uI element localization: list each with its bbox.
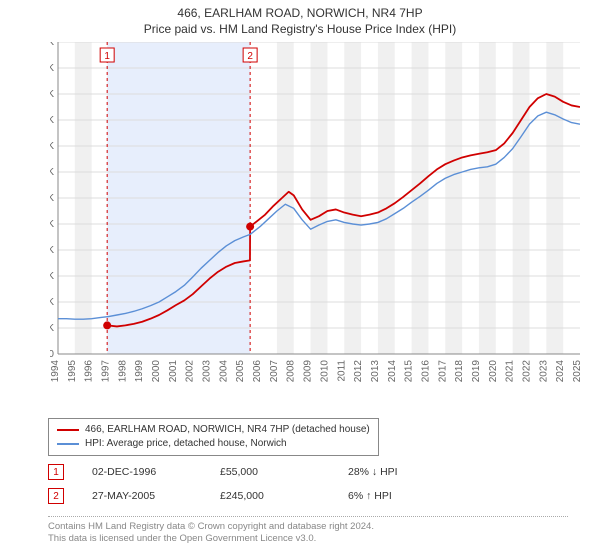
svg-text:£550K: £550K xyxy=(50,63,54,74)
svg-text:2009: 2009 xyxy=(303,360,314,382)
event-badge: 1 xyxy=(48,464,64,480)
svg-text:£250K: £250K xyxy=(50,219,54,230)
svg-text:2023: 2023 xyxy=(538,360,549,382)
svg-text:2003: 2003 xyxy=(202,360,213,382)
svg-text:2012: 2012 xyxy=(353,360,364,382)
svg-text:£400K: £400K xyxy=(50,141,54,152)
legend-row: HPI: Average price, detached house, Norw… xyxy=(57,437,370,451)
event-date: 02-DEC-1996 xyxy=(92,466,192,478)
title-block: 466, EARLHAM ROAD, NORWICH, NR4 7HP Pric… xyxy=(0,0,600,38)
title-address: 466, EARLHAM ROAD, NORWICH, NR4 7HP xyxy=(0,6,600,20)
svg-text:2007: 2007 xyxy=(269,360,280,382)
legend-label: 466, EARLHAM ROAD, NORWICH, NR4 7HP (det… xyxy=(85,423,370,437)
svg-text:2013: 2013 xyxy=(370,360,381,382)
footer-line1: Contains HM Land Registry data © Crown c… xyxy=(48,521,568,533)
events-block: 1 02-DEC-1996 £55,000 28% ↓ HPI 2 27-MAY… xyxy=(48,460,448,508)
svg-text:1998: 1998 xyxy=(117,360,128,382)
svg-text:2021: 2021 xyxy=(505,360,516,382)
svg-text:1: 1 xyxy=(104,51,110,62)
svg-text:2018: 2018 xyxy=(454,360,465,382)
svg-text:2024: 2024 xyxy=(555,360,566,382)
svg-text:1995: 1995 xyxy=(67,360,78,382)
svg-text:2011: 2011 xyxy=(336,360,347,382)
svg-text:£300K: £300K xyxy=(50,193,54,204)
svg-text:2020: 2020 xyxy=(488,360,499,382)
legend-swatch xyxy=(57,443,79,445)
chart-container: 466, EARLHAM ROAD, NORWICH, NR4 7HP Pric… xyxy=(0,0,600,560)
svg-text:£50K: £50K xyxy=(50,323,54,334)
svg-text:1997: 1997 xyxy=(101,360,112,382)
svg-text:£350K: £350K xyxy=(50,167,54,178)
legend-row: 466, EARLHAM ROAD, NORWICH, NR4 7HP (det… xyxy=(57,423,370,437)
svg-text:£500K: £500K xyxy=(50,89,54,100)
legend-label: HPI: Average price, detached house, Norw… xyxy=(85,437,287,451)
svg-text:2019: 2019 xyxy=(471,360,482,382)
event-date: 27-MAY-2005 xyxy=(92,490,192,502)
svg-text:1994: 1994 xyxy=(50,360,61,382)
chart-area: £0 £50K £100K £150K £200K £250K £300K £350K £400… xyxy=(50,42,580,382)
event-delta: 6% ↑ HPI xyxy=(348,490,448,502)
svg-text:2005: 2005 xyxy=(235,360,246,382)
legend-box: 466, EARLHAM ROAD, NORWICH, NR4 7HP (det… xyxy=(48,418,379,456)
footer-line2: This data is licensed under the Open Gov… xyxy=(48,533,568,545)
svg-text:1996: 1996 xyxy=(84,360,95,382)
svg-text:2016: 2016 xyxy=(420,360,431,382)
svg-text:2001: 2001 xyxy=(168,360,179,382)
svg-text:2000: 2000 xyxy=(151,360,162,382)
event-price: £55,000 xyxy=(220,466,320,478)
svg-text:2004: 2004 xyxy=(218,360,229,382)
svg-text:2015: 2015 xyxy=(404,360,415,382)
event-delta: 28% ↓ HPI xyxy=(348,466,448,478)
svg-text:2017: 2017 xyxy=(437,360,448,382)
event-badge-num: 2 xyxy=(53,491,59,502)
svg-text:2002: 2002 xyxy=(185,360,196,382)
event-row: 2 27-MAY-2005 £245,000 6% ↑ HPI xyxy=(48,484,448,508)
svg-text:2022: 2022 xyxy=(521,360,532,382)
svg-text:2010: 2010 xyxy=(319,360,330,382)
svg-text:£200K: £200K xyxy=(50,245,54,256)
svg-text:£600K: £600K xyxy=(50,42,54,48)
svg-text:£100K: £100K xyxy=(50,297,54,308)
svg-text:£0: £0 xyxy=(50,349,54,360)
svg-text:2006: 2006 xyxy=(252,360,263,382)
footer-block: Contains HM Land Registry data © Crown c… xyxy=(48,516,568,545)
chart-svg: £0 £50K £100K £150K £200K £250K £300K £350K £400… xyxy=(50,42,580,382)
title-subtitle: Price paid vs. HM Land Registry's House … xyxy=(0,22,600,36)
svg-text:£450K: £450K xyxy=(50,115,54,126)
svg-text:2014: 2014 xyxy=(387,360,398,382)
event-price: £245,000 xyxy=(220,490,320,502)
svg-text:2025: 2025 xyxy=(572,360,580,382)
svg-text:2: 2 xyxy=(247,51,253,62)
event-badge-num: 1 xyxy=(53,467,59,478)
svg-text:£150K: £150K xyxy=(50,271,54,282)
event-row: 1 02-DEC-1996 £55,000 28% ↓ HPI xyxy=(48,460,448,484)
event-badge: 2 xyxy=(48,488,64,504)
legend-swatch xyxy=(57,429,79,431)
svg-text:1999: 1999 xyxy=(134,360,145,382)
svg-text:2008: 2008 xyxy=(286,360,297,382)
